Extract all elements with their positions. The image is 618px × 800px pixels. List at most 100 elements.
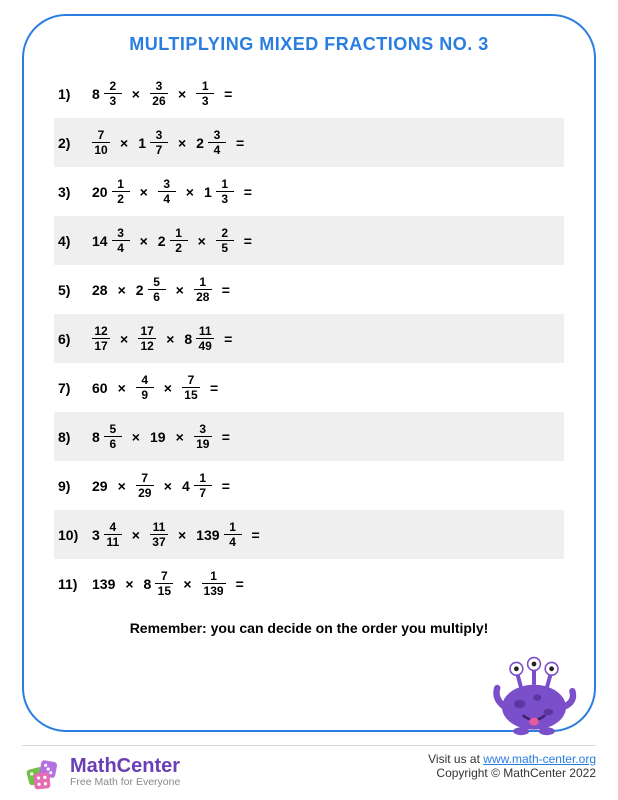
fraction: 34	[208, 129, 226, 156]
mixed-whole: 2	[136, 282, 144, 298]
problem-number: 7)	[58, 380, 92, 396]
fraction: 37	[150, 129, 168, 156]
fraction: 729	[136, 472, 154, 499]
visit-prefix: Visit us at	[428, 752, 483, 766]
times-operator: ×	[198, 233, 206, 249]
expression: 2012×34×113=	[92, 178, 252, 205]
fraction: 319	[194, 423, 212, 450]
fraction-numerator: 3	[212, 129, 223, 142]
mixed-whole: 8	[92, 429, 100, 445]
fraction: 49	[136, 374, 154, 401]
equals-operator: =	[236, 576, 244, 592]
times-operator: ×	[120, 135, 128, 151]
expression: 3411×1137×13914=	[92, 521, 260, 548]
mixed-whole: 4	[182, 478, 190, 494]
fraction-numerator: 5	[151, 276, 162, 289]
fraction: 25	[216, 227, 234, 254]
fraction-denominator: 139	[202, 584, 226, 597]
times-operator: ×	[164, 478, 172, 494]
fraction-numerator: 1	[197, 276, 208, 289]
brand-text: MathCenter Free Math for Everyone	[70, 756, 180, 789]
equals-operator: =	[224, 86, 232, 102]
problem-number: 2)	[58, 135, 92, 151]
fraction-numerator: 7	[96, 129, 107, 142]
fraction-numerator: 4	[139, 374, 150, 387]
copyright-line: Copyright © MathCenter 2022	[428, 766, 596, 780]
fraction-denominator: 3	[107, 94, 118, 107]
expression: 60×49×715=	[92, 374, 218, 401]
site-link[interactable]: www.math-center.org	[483, 752, 596, 766]
equals-operator: =	[222, 282, 230, 298]
whole-number: 60	[92, 380, 108, 396]
fraction-numerator: 2	[219, 227, 230, 240]
fraction-denominator: 4	[227, 535, 238, 548]
problem-number: 1)	[58, 86, 92, 102]
page-footer: MathCenter Free Math for Everyone Visit …	[22, 745, 596, 792]
problem-row: 1)823×326×13=	[54, 69, 564, 118]
reminder-text: Remember: you can decide on the order yo…	[54, 620, 564, 636]
brand-block: MathCenter Free Math for Everyone	[22, 752, 180, 792]
mixed-number: 113	[204, 178, 234, 205]
equals-operator: =	[236, 135, 244, 151]
fraction-denominator: 7	[154, 143, 165, 156]
problem-number: 10)	[58, 527, 92, 543]
fraction-denominator: 37	[150, 535, 167, 548]
whole-number: 28	[92, 282, 108, 298]
fraction: 1217	[92, 325, 110, 352]
problem-row: 4)1434×212×25=	[54, 216, 564, 265]
fraction-numerator: 1	[197, 472, 208, 485]
fraction-denominator: 4	[115, 241, 126, 254]
expression: 856×19×319=	[92, 423, 230, 450]
fraction-denominator: 3	[200, 94, 211, 107]
fraction-numerator: 3	[115, 227, 126, 240]
fraction-denominator: 5	[219, 241, 230, 254]
fraction: 17	[194, 472, 212, 499]
monster-illustration	[486, 656, 582, 736]
fraction-numerator: 2	[107, 80, 118, 93]
times-operator: ×	[178, 135, 186, 151]
mixed-whole: 3	[92, 527, 100, 543]
times-operator: ×	[166, 331, 174, 347]
fraction-denominator: 9	[139, 388, 150, 401]
fraction-denominator: 29	[136, 486, 153, 499]
mixed-whole: 8	[92, 86, 100, 102]
fraction: 1149	[196, 325, 214, 352]
fraction-numerator: 7	[186, 374, 197, 387]
expression: 139×8715×1139=	[92, 570, 244, 597]
times-operator: ×	[140, 184, 148, 200]
fraction: 56	[148, 276, 166, 303]
problem-number: 3)	[58, 184, 92, 200]
times-operator: ×	[132, 86, 140, 102]
fraction: 13	[216, 178, 234, 205]
fraction: 1712	[138, 325, 156, 352]
problem-number: 4)	[58, 233, 92, 249]
fraction-denominator: 26	[150, 94, 167, 107]
problem-row: 8)856×19×319=	[54, 412, 564, 461]
times-operator: ×	[132, 527, 140, 543]
mixed-whole: 1	[138, 135, 146, 151]
fraction: 13	[196, 80, 214, 107]
brand-tagline: Free Math for Everyone	[70, 776, 180, 789]
worksheet-title: MULTIPLYING MIXED FRACTIONS NO. 3	[54, 34, 564, 55]
fraction-denominator: 12	[139, 339, 156, 352]
mixed-number: 823	[92, 80, 122, 107]
times-operator: ×	[132, 429, 140, 445]
mixed-number: 256	[136, 276, 166, 303]
mixed-whole: 20	[92, 184, 108, 200]
equals-operator: =	[244, 233, 252, 249]
fraction-numerator: 17	[139, 325, 156, 338]
mixed-whole: 14	[92, 233, 108, 249]
equals-operator: =	[224, 331, 232, 347]
fraction-numerator: 1	[208, 570, 219, 583]
mixed-number: 856	[92, 423, 122, 450]
mixed-whole: 8	[144, 576, 152, 592]
fraction: 710	[92, 129, 110, 156]
fraction-numerator: 5	[107, 423, 118, 436]
fraction-numerator: 1	[227, 521, 238, 534]
problem-list: 1)823×326×13=2)710×137×234=3)2012×34×113…	[54, 69, 564, 608]
whole-number: 19	[150, 429, 166, 445]
fraction: 23	[104, 80, 122, 107]
mixed-number: 2012	[92, 178, 130, 205]
whole-number: 29	[92, 478, 108, 494]
equals-operator: =	[222, 478, 230, 494]
